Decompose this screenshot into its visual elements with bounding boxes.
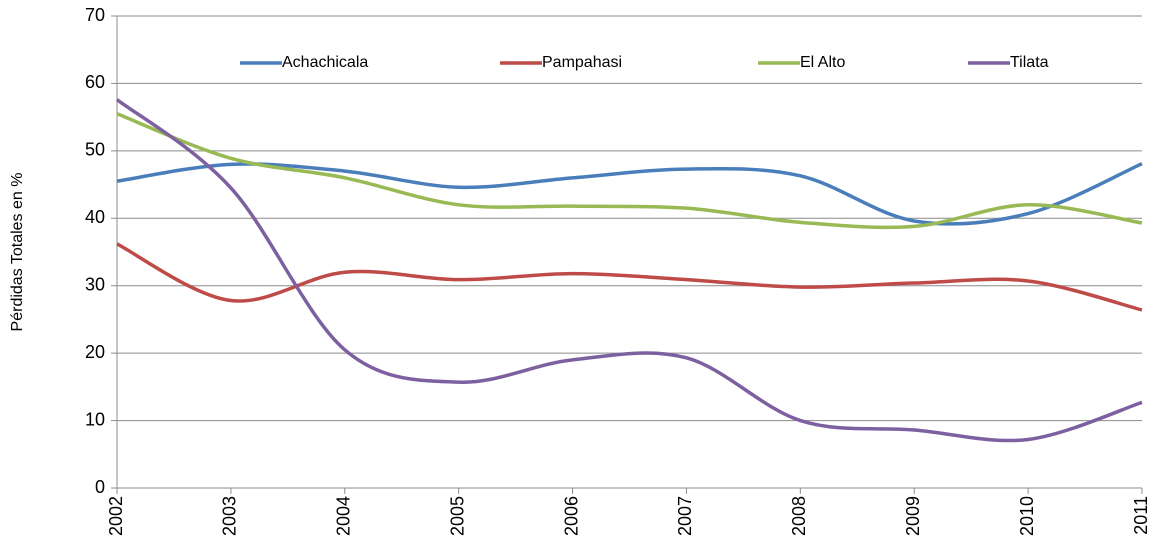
- x-tick-label: 2011: [1131, 496, 1151, 535]
- x-tick-label: 2010: [1017, 496, 1037, 536]
- x-tick-label: 2006: [561, 496, 581, 536]
- legend: Achachicala Pampahasi El Alto Tilata: [240, 54, 1049, 71]
- series-line: [115, 98, 1143, 443]
- x-tick-label: 2004: [334, 496, 354, 536]
- y-tick-label: 10: [85, 409, 105, 429]
- x-tick-label: 2009: [903, 496, 923, 536]
- series-line: [116, 162, 1143, 226]
- y-tick-label: 60: [85, 72, 105, 92]
- legend-label: Achachicala: [282, 54, 368, 71]
- y-tick-label: 20: [85, 342, 105, 362]
- legend-label: Tilata: [1010, 54, 1049, 71]
- x-tick-label: 2005: [447, 496, 467, 536]
- x-tick-label: 2008: [789, 496, 809, 536]
- x-tick-label: 2003: [220, 496, 240, 536]
- x-tick-label: 2002: [106, 496, 126, 536]
- y-axis-label: Pérdidas Totales en %: [9, 173, 26, 332]
- legend-label: Pampahasi: [542, 54, 622, 71]
- legend-label: El Alto: [800, 54, 845, 71]
- y-tick-label: 40: [85, 207, 105, 227]
- y-tick-label: 70: [85, 5, 105, 25]
- series-line: [116, 112, 1143, 230]
- y-tick-label: 30: [85, 274, 105, 294]
- x-tick-label: 2007: [675, 496, 695, 536]
- series-line: [116, 242, 1143, 312]
- y-tick-label: 0: [95, 477, 105, 497]
- y-tick-label: 50: [85, 140, 105, 160]
